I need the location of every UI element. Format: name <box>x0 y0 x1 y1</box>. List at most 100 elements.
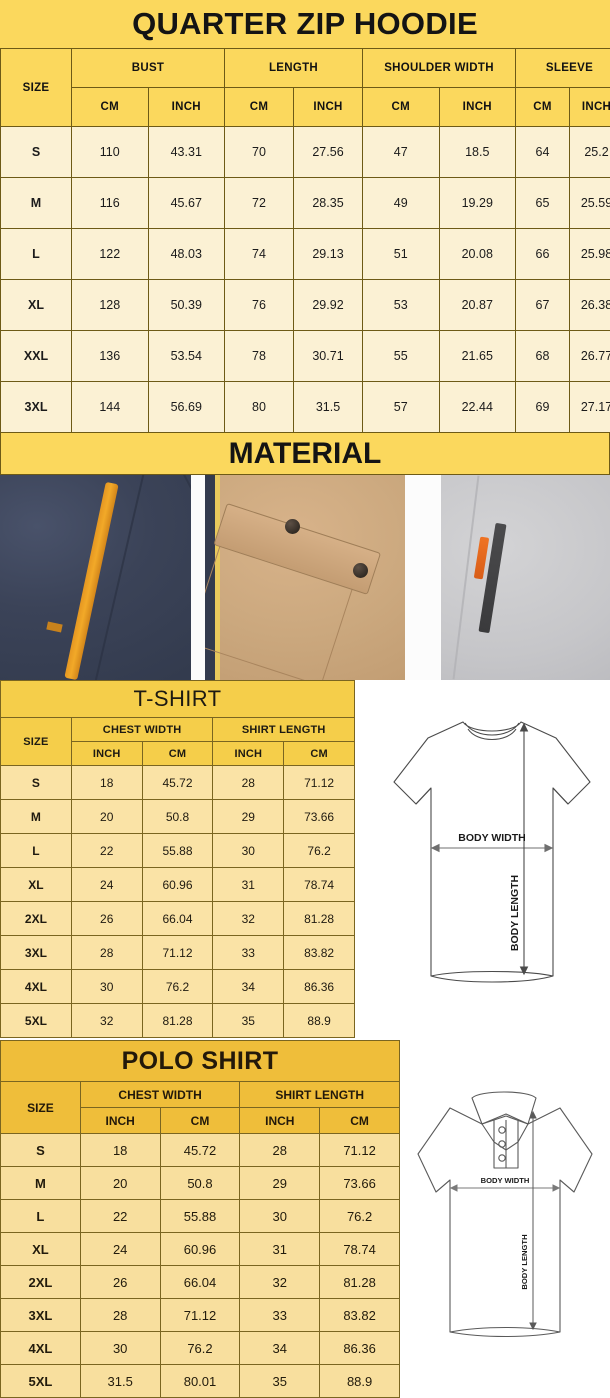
tshirt-col-size: SIZE <box>1 718 72 766</box>
hoodie-cell-length-inch: 30.71 <box>294 331 363 382</box>
hoodie-cell-sleeve-cm: 64 <box>516 127 570 178</box>
hoodie-cell-bust-cm: 116 <box>72 178 149 229</box>
table-row: 5XL 31.5 80.01 35 88.9 <box>1 1365 400 1398</box>
hoodie-cell-bust-cm: 122 <box>72 229 149 280</box>
polo-row-size: XL <box>1 1233 81 1266</box>
tshirt-row-size: M <box>1 800 72 834</box>
tshirt-cell-length-cm: 73.66 <box>284 800 355 834</box>
tshirt-cell-chest-inch: 24 <box>71 868 142 902</box>
polo-row-size: L <box>1 1200 81 1233</box>
khaki-pocket-snap-photo <box>205 475 405 680</box>
tshirt-cell-chest-cm: 76.2 <box>142 970 213 1004</box>
hoodie-col-bust: BUST <box>72 49 225 88</box>
tshirt-row-size: L <box>1 834 72 868</box>
tshirt-cell-length-inch: 30 <box>213 834 284 868</box>
hoodie-cell-shoulder-inch: 20.08 <box>439 229 516 280</box>
polo-cell-chest-inch: 18 <box>80 1134 160 1167</box>
tshirt-cell-chest-inch: 26 <box>71 902 142 936</box>
tshirt-row-size: 4XL <box>1 970 72 1004</box>
tshirt-cell-chest-cm: 45.72 <box>142 766 213 800</box>
table-row: 2XL 26 66.04 32 81.28 <box>1 902 355 936</box>
tshirt-unit-length-cm: CM <box>284 742 355 766</box>
table-row: 2XL 26 66.04 32 81.28 <box>1 1266 400 1299</box>
hoodie-row-size: XXL <box>1 331 72 382</box>
tshirt-table-body: S 18 45.72 28 71.12 M 20 50.8 29 73.66 <box>1 766 355 1038</box>
tshirt-unit-chest-cm: CM <box>142 742 213 766</box>
polo-cell-chest-cm: 55.88 <box>160 1200 240 1233</box>
hoodie-unit-bust-cm: CM <box>72 88 149 127</box>
hoodie-cell-sleeve-inch: 27.17 <box>570 382 610 433</box>
polo-col-shirt-length: SHIRT LENGTH <box>240 1082 400 1108</box>
polo-cell-length-cm: 73.66 <box>320 1167 400 1200</box>
hoodie-cell-length-inch: 27.56 <box>294 127 363 178</box>
hoodie-unit-bust-inch: INCH <box>148 88 225 127</box>
polo-col-chest-width: CHEST WIDTH <box>80 1082 240 1108</box>
hoodie-cell-sleeve-cm: 67 <box>516 280 570 331</box>
tshirt-cell-length-cm: 71.12 <box>284 766 355 800</box>
tshirt-cell-length-inch: 29 <box>213 800 284 834</box>
table-row: L 22 55.88 30 76.2 <box>1 834 355 868</box>
table-row: XXL 136 53.54 78 30.71 55 21.65 68 26.77 <box>1 331 610 382</box>
hoodie-section: QUARTER ZIP HOODIE SIZE BUST LENGTH SHOU… <box>0 0 610 433</box>
polo-cell-chest-inch: 31.5 <box>80 1365 160 1398</box>
hoodie-cell-length-cm: 80 <box>225 382 294 433</box>
polo-cell-chest-cm: 80.01 <box>160 1365 240 1398</box>
polo-cell-length-cm: 76.2 <box>320 1200 400 1233</box>
polo-cell-length-cm: 78.74 <box>320 1233 400 1266</box>
polo-cell-chest-cm: 50.8 <box>160 1167 240 1200</box>
tshirt-cell-chest-inch: 30 <box>71 970 142 1004</box>
hoodie-col-size: SIZE <box>1 49 72 127</box>
hoodie-cell-length-inch: 29.13 <box>294 229 363 280</box>
polo-cell-chest-cm: 71.12 <box>160 1299 240 1332</box>
tshirt-cell-length-cm: 81.28 <box>284 902 355 936</box>
hoodie-cell-sleeve-cm: 66 <box>516 229 570 280</box>
table-row: 3XL 28 71.12 33 83.82 <box>1 936 355 970</box>
hoodie-cell-shoulder-cm: 49 <box>363 178 440 229</box>
polo-cell-length-inch: 29 <box>240 1167 320 1200</box>
polo-size-table: POLO SHIRT SIZE CHEST WIDTH SHIRT LENGTH… <box>0 1040 400 1398</box>
hoodie-cell-bust-cm: 136 <box>72 331 149 382</box>
polo-table-body: S 18 45.72 28 71.12 M 20 50.8 29 73.66 <box>1 1134 400 1398</box>
hoodie-cell-bust-inch: 48.03 <box>148 229 225 280</box>
photo-edge <box>191 475 205 680</box>
hoodie-cell-shoulder-inch: 19.29 <box>439 178 516 229</box>
table-row: M 20 50.8 29 73.66 <box>1 800 355 834</box>
table-row: XL 24 60.96 31 78.74 <box>1 1233 400 1266</box>
polo-col-size: SIZE <box>1 1082 81 1134</box>
tshirt-row-size: 2XL <box>1 902 72 936</box>
polo-unit-length-inch: INCH <box>240 1108 320 1134</box>
hoodie-cell-shoulder-cm: 51 <box>363 229 440 280</box>
polo-cell-length-inch: 32 <box>240 1266 320 1299</box>
tshirt-unit-length-inch: INCH <box>213 742 284 766</box>
tshirt-cell-length-inch: 32 <box>213 902 284 936</box>
table-row: 4XL 30 76.2 34 86.36 <box>1 970 355 1004</box>
hoodie-unit-sleeve-cm: CM <box>516 88 570 127</box>
polo-cell-length-inch: 33 <box>240 1299 320 1332</box>
polo-cell-length-inch: 34 <box>240 1332 320 1365</box>
hoodie-cell-shoulder-cm: 47 <box>363 127 440 178</box>
polo-cell-chest-inch: 20 <box>80 1167 160 1200</box>
tshirt-table-head: T-SHIRT SIZE CHEST WIDTH SHIRT LENGTH IN… <box>1 681 355 766</box>
hoodie-cell-shoulder-cm: 55 <box>363 331 440 382</box>
hoodie-unit-shoulder-cm: CM <box>363 88 440 127</box>
hoodie-cell-bust-cm: 144 <box>72 382 149 433</box>
table-row: L 22 55.88 30 76.2 <box>1 1200 400 1233</box>
hoodie-cell-bust-cm: 110 <box>72 127 149 178</box>
hoodie-cell-length-inch: 29.92 <box>294 280 363 331</box>
polo-cell-chest-cm: 76.2 <box>160 1332 240 1365</box>
hoodie-cell-shoulder-inch: 21.65 <box>439 331 516 382</box>
tshirt-cell-length-inch: 31 <box>213 868 284 902</box>
tshirt-cell-chest-inch: 20 <box>71 800 142 834</box>
hoodie-unit-length-inch: INCH <box>294 88 363 127</box>
hoodie-col-length: LENGTH <box>225 49 363 88</box>
hoodie-cell-length-cm: 70 <box>225 127 294 178</box>
hoodie-cell-sleeve-cm: 65 <box>516 178 570 229</box>
polo-cell-length-inch: 35 <box>240 1365 320 1398</box>
size-chart-page: QUARTER ZIP HOODIE SIZE BUST LENGTH SHOU… <box>0 0 610 1350</box>
tshirt-body-length-label: BODY LENGTH <box>509 875 521 951</box>
hoodie-cell-bust-inch: 50.39 <box>148 280 225 331</box>
snap-button-icon <box>353 563 368 578</box>
hoodie-cell-shoulder-inch: 20.87 <box>439 280 516 331</box>
tshirt-cell-length-cm: 76.2 <box>284 834 355 868</box>
tshirt-cell-chest-cm: 50.8 <box>142 800 213 834</box>
